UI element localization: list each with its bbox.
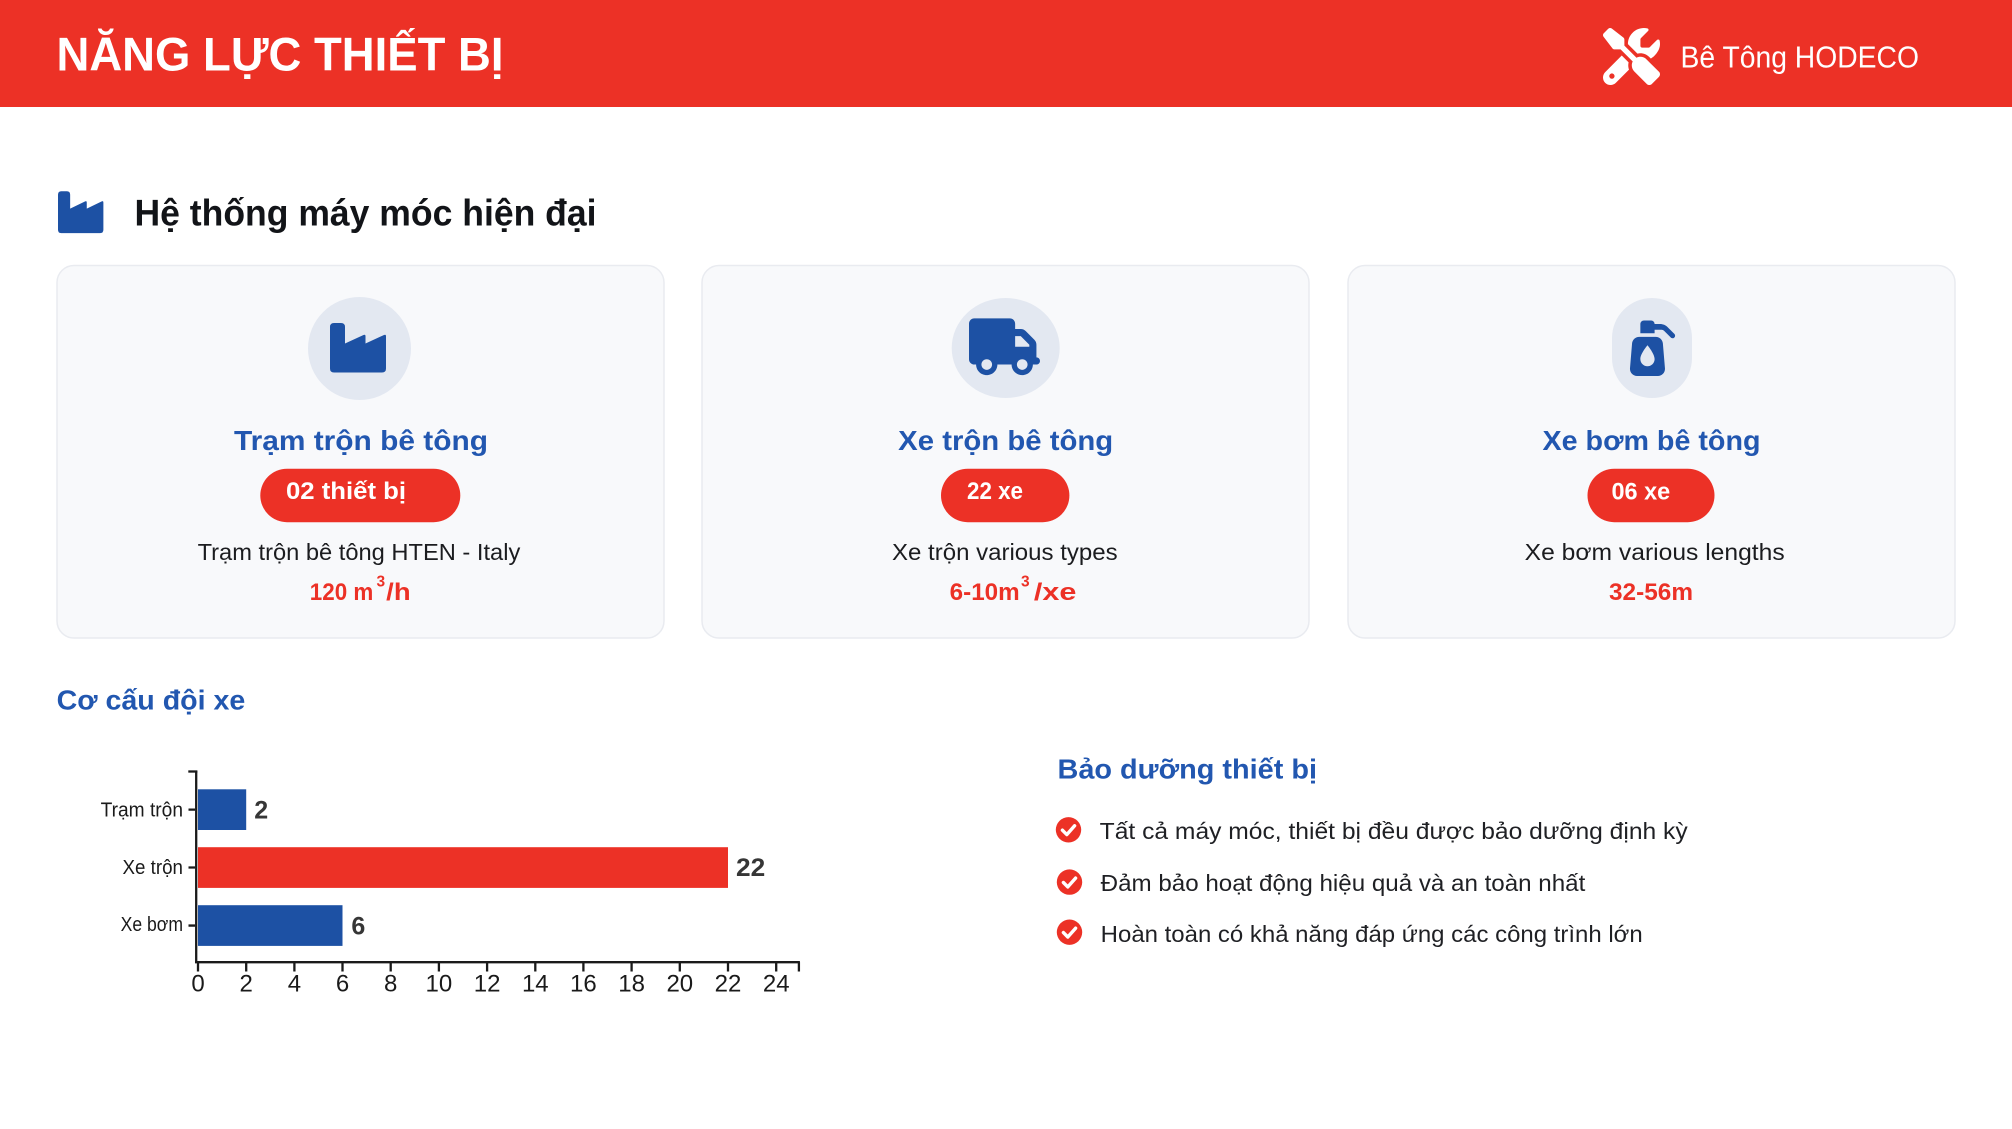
svg-text:3: 3	[377, 574, 386, 591]
svg-text:16: 16	[570, 971, 597, 998]
svg-text:22: 22	[736, 854, 765, 882]
svg-text:Cơ cấu đội xe: Cơ cấu đội xe	[57, 684, 246, 715]
svg-text:Xe trộn various types: Xe trộn various types	[892, 539, 1118, 565]
svg-text:8: 8	[384, 971, 397, 998]
svg-text:22: 22	[715, 971, 742, 998]
svg-text:32-56m: 32-56m	[1609, 579, 1693, 606]
svg-text:14: 14	[522, 971, 549, 998]
svg-text:Bê Tông HODECO: Bê Tông HODECO	[1681, 40, 1920, 75]
svg-text:/h: /h	[386, 579, 410, 606]
svg-text:6: 6	[336, 971, 349, 998]
svg-text:120 m: 120 m	[310, 579, 374, 606]
svg-text:18: 18	[618, 971, 645, 998]
svg-text:Xe trộn: Xe trộn	[123, 857, 184, 879]
svg-text:0: 0	[191, 971, 204, 998]
svg-text:Trạm trộn bê tông: Trạm trộn bê tông	[234, 425, 488, 456]
svg-text:Hoàn toàn có khả năng đáp ứng: Hoàn toàn có khả năng đáp ứng các công t…	[1101, 921, 1643, 947]
svg-text:Trạm trộn: Trạm trộn	[101, 799, 183, 821]
svg-text:Đảm bảo hoạt động hiệu quả và: Đảm bảo hoạt động hiệu quả và an toàn nh…	[1101, 870, 1586, 896]
svg-text:20: 20	[666, 971, 693, 998]
svg-text:6: 6	[351, 913, 365, 941]
svg-text:Bảo dưỡng thiết bị: Bảo dưỡng thiết bị	[1058, 754, 1318, 785]
svg-text:10: 10	[426, 971, 453, 998]
svg-text:6-10m: 6-10m	[950, 579, 1020, 606]
svg-text:06 xe: 06 xe	[1612, 479, 1671, 506]
svg-text:Xe bơm various lengths: Xe bơm various lengths	[1525, 539, 1785, 565]
svg-text:12: 12	[474, 971, 501, 998]
svg-text:24: 24	[763, 971, 790, 998]
svg-text:NĂNG LỰC THIẾT BỊ: NĂNG LỰC THIẾT BỊ	[57, 27, 504, 80]
svg-text:Hệ thống máy móc hiện đại: Hệ thống máy móc hiện đại	[135, 193, 597, 234]
svg-text:22 xe: 22 xe	[967, 478, 1023, 505]
svg-text:Xe bơm: Xe bơm	[121, 914, 183, 936]
svg-text:4: 4	[288, 971, 301, 998]
svg-text:2: 2	[254, 797, 268, 825]
svg-text:3: 3	[1021, 574, 1030, 591]
svg-text:Xe trộn bê tông: Xe trộn bê tông	[898, 425, 1113, 456]
svg-text:02 thiết bị: 02 thiết bị	[286, 478, 406, 505]
svg-text:Xe bơm bê tông: Xe bơm bê tông	[1543, 425, 1761, 456]
svg-text:Trạm trộn bê tông HTEN - Italy: Trạm trộn bê tông HTEN - Italy	[198, 539, 521, 565]
svg-text:Tất cả máy móc, thiết bị đều đ: Tất cả máy móc, thiết bị đều được bảo dư…	[1100, 818, 1689, 844]
svg-text:/xe: /xe	[1034, 579, 1077, 606]
svg-text:2: 2	[240, 971, 253, 998]
